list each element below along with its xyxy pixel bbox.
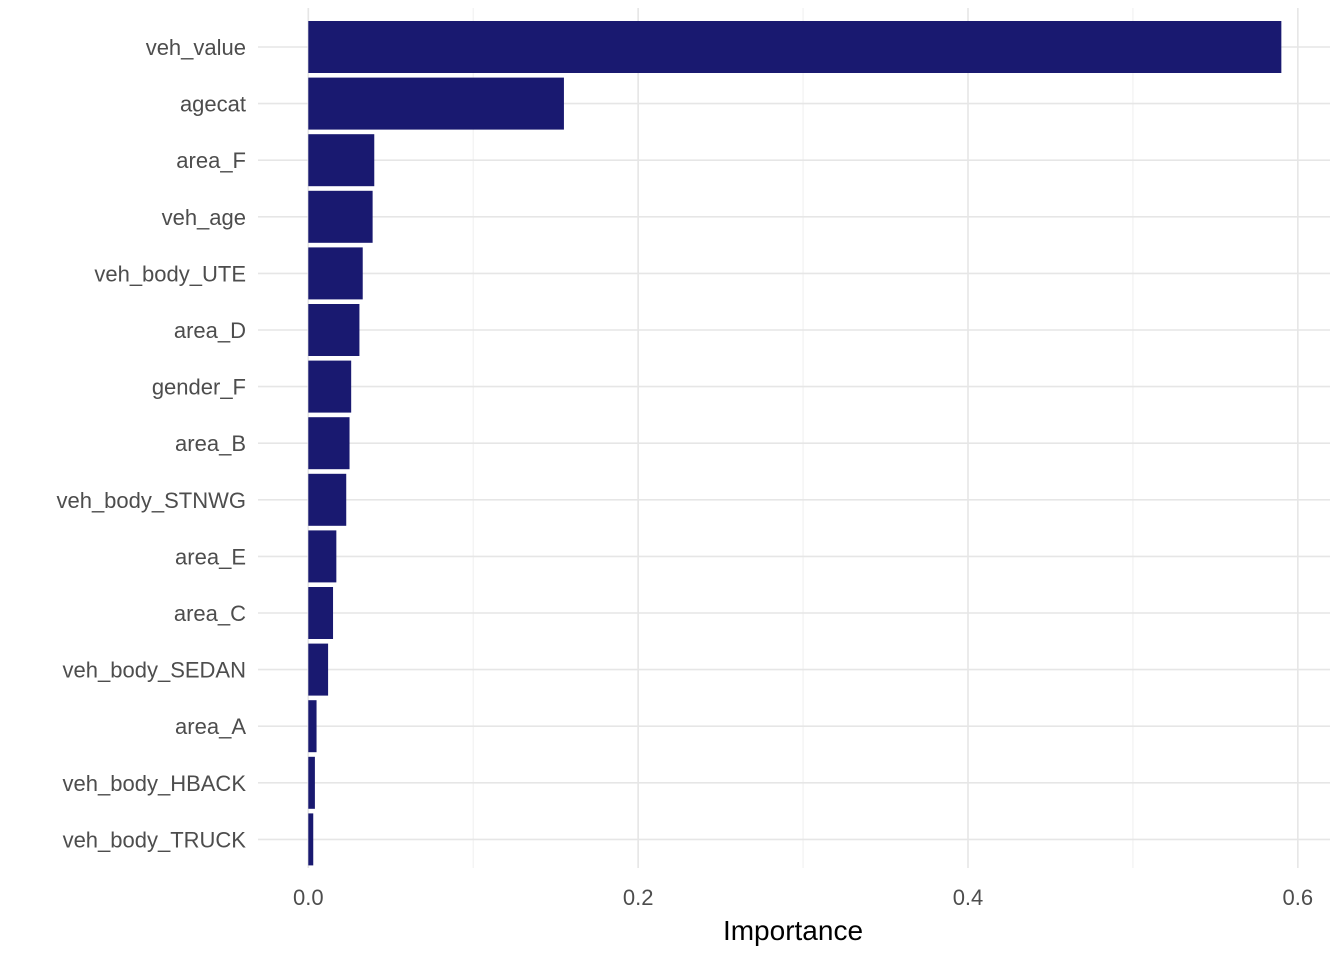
x-tick-label: 0.6	[1283, 885, 1314, 910]
bar-area-c	[308, 587, 334, 639]
bar-veh-age	[308, 190, 373, 243]
bar-veh-body-ute	[308, 247, 363, 300]
bar-gender-f	[308, 360, 352, 413]
bar-area-f	[308, 134, 375, 187]
bar-veh-body-sedan	[308, 643, 329, 696]
y-tick-label: area_B	[175, 431, 246, 456]
y-tick-label: veh_body_SEDAN	[63, 658, 246, 683]
x-tick-label: 0.2	[623, 885, 654, 910]
bar-veh-body-hback	[308, 756, 315, 809]
y-tick-label: area_F	[176, 148, 246, 173]
y-tick-label: veh_body_TRUCK	[63, 827, 247, 852]
y-tick-label: area_D	[174, 318, 246, 343]
x-axis-labels: 0.0 0.2 0.4 0.6	[293, 885, 1313, 910]
y-tick-label: veh_body_UTE	[94, 261, 246, 286]
y-tick-label: area_C	[174, 601, 246, 626]
bar-veh-value	[308, 21, 1282, 73]
bar-area-a	[308, 700, 317, 753]
bar-agecat	[308, 77, 564, 130]
y-tick-label: area_A	[175, 714, 246, 739]
y-tick-label: agecat	[180, 92, 246, 117]
bar-veh-body-stnwg	[308, 473, 347, 526]
y-tick-label: gender_F	[152, 375, 246, 400]
y-tick-label: area_E	[175, 544, 246, 569]
y-tick-label: veh_body_STNWG	[56, 488, 246, 513]
y-tick-label: veh_body_HBACK	[63, 771, 247, 796]
bar-layer	[308, 21, 1282, 866]
bar-area-e	[308, 530, 337, 583]
x-tick-label: 0.0	[293, 885, 324, 910]
y-tick-label: veh_value	[146, 35, 246, 60]
bar-veh-body-truck	[308, 813, 314, 866]
grid-layer	[258, 8, 1330, 868]
bar-area-d	[308, 304, 360, 356]
x-axis-title: Importance	[723, 915, 863, 946]
bar-area-b	[308, 417, 350, 470]
x-tick-label: 0.4	[953, 885, 984, 910]
y-tick-label: veh_age	[162, 205, 246, 230]
